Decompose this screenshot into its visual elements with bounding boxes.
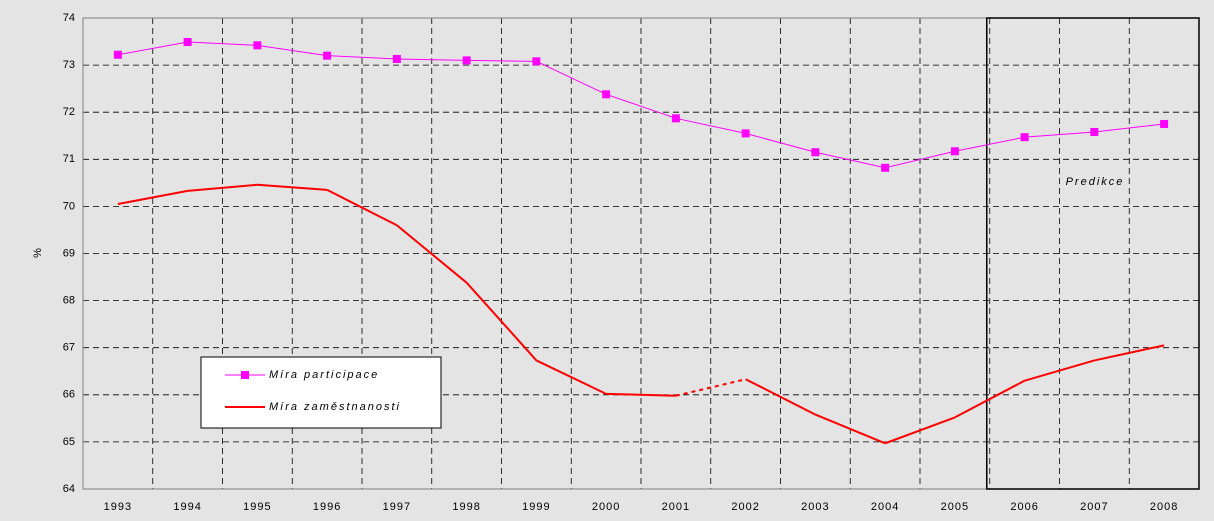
series-line bbox=[536, 60, 607, 95]
series-line bbox=[675, 378, 746, 397]
series-line bbox=[396, 224, 468, 284]
series-line bbox=[954, 136, 1025, 152]
y-tick-label: 66 bbox=[63, 389, 75, 401]
marker bbox=[950, 147, 959, 156]
y-axis-label: % bbox=[32, 248, 44, 258]
x-tick-label: 2003 bbox=[801, 501, 829, 513]
series-line bbox=[745, 132, 816, 153]
x-tick-label: 1996 bbox=[313, 501, 341, 513]
series-line bbox=[814, 413, 886, 445]
marker bbox=[881, 163, 890, 172]
x-tick-label: 1999 bbox=[522, 501, 550, 513]
series-line bbox=[535, 359, 607, 395]
marker bbox=[741, 129, 750, 138]
y-tick-label: 73 bbox=[63, 59, 75, 71]
series-line bbox=[884, 416, 956, 445]
x-tick-label: 1994 bbox=[173, 501, 201, 513]
marker bbox=[602, 90, 611, 99]
marker bbox=[392, 54, 401, 63]
marker bbox=[1090, 127, 1099, 136]
x-tick-label: 2006 bbox=[1010, 501, 1038, 513]
x-tick-label: 2005 bbox=[941, 501, 969, 513]
series-line bbox=[466, 59, 537, 62]
series-line bbox=[257, 44, 328, 57]
series-line bbox=[954, 379, 1026, 419]
series-line bbox=[257, 183, 328, 191]
y-tick-label: 67 bbox=[63, 342, 75, 354]
marker bbox=[113, 50, 122, 59]
series-line bbox=[1024, 131, 1095, 138]
series-line bbox=[1094, 123, 1165, 133]
y-tick-label: 74 bbox=[63, 12, 75, 24]
x-tick-label: 1997 bbox=[383, 501, 411, 513]
marker bbox=[462, 56, 471, 65]
annotation: Predikce bbox=[1066, 176, 1125, 188]
legend-label: Míra zaměstnanosti bbox=[269, 401, 401, 413]
series-line bbox=[326, 189, 398, 227]
series-line bbox=[745, 378, 816, 416]
series-line bbox=[675, 117, 746, 134]
series-line bbox=[396, 58, 467, 61]
x-tick-label: 1995 bbox=[243, 501, 271, 513]
series-line bbox=[885, 150, 955, 169]
series-line bbox=[117, 189, 188, 206]
marker bbox=[183, 38, 192, 47]
x-tick-label: 1993 bbox=[104, 501, 132, 513]
y-tick-label: 65 bbox=[63, 436, 75, 448]
x-tick-label: 2008 bbox=[1150, 501, 1178, 513]
x-tick-label: 2002 bbox=[731, 501, 759, 513]
x-tick-label: 2004 bbox=[871, 501, 899, 513]
marker bbox=[811, 148, 820, 157]
y-tick-label: 72 bbox=[63, 106, 75, 118]
series-line bbox=[187, 41, 258, 46]
marker bbox=[532, 57, 541, 66]
series-line bbox=[605, 93, 677, 119]
x-tick-label: 2001 bbox=[662, 501, 690, 513]
series-line bbox=[606, 392, 676, 397]
x-tick-label: 2000 bbox=[592, 501, 620, 513]
series-line bbox=[327, 55, 397, 60]
y-tick-label: 64 bbox=[63, 483, 75, 495]
series-line bbox=[187, 183, 258, 192]
marker bbox=[323, 51, 332, 60]
legend-label: Míra participace bbox=[269, 369, 379, 381]
series-line bbox=[1024, 359, 1095, 382]
series-line bbox=[465, 282, 538, 362]
marker bbox=[671, 114, 680, 123]
marker bbox=[1160, 119, 1169, 128]
legend-box bbox=[200, 356, 442, 429]
x-tick-label: 2007 bbox=[1080, 501, 1108, 513]
legend-marker bbox=[241, 371, 249, 379]
series-line bbox=[1094, 344, 1165, 362]
marker bbox=[1020, 133, 1029, 142]
series-line bbox=[815, 151, 886, 169]
y-tick-label: 69 bbox=[63, 247, 75, 259]
marker bbox=[253, 41, 262, 50]
y-tick-label: 70 bbox=[63, 200, 75, 212]
prediction-box bbox=[986, 17, 1200, 490]
y-tick-label: 71 bbox=[63, 153, 75, 165]
x-tick-label: 1998 bbox=[452, 501, 480, 513]
y-tick-label: 68 bbox=[63, 295, 75, 307]
series-line bbox=[117, 41, 188, 56]
